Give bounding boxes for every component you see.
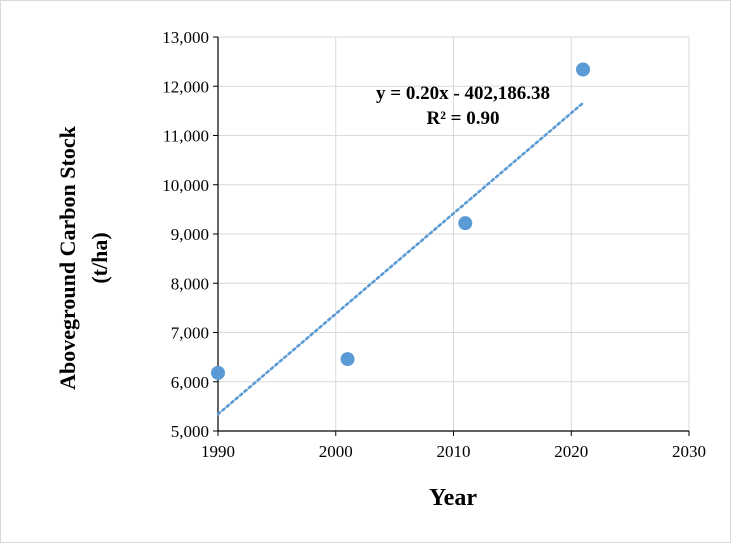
x-tick-label: 2020	[554, 442, 588, 461]
data-points	[211, 62, 591, 380]
x-tick-label: 2010	[437, 442, 471, 461]
y-tick-label: 10,000	[162, 176, 209, 195]
y-tick-label: 7,000	[171, 324, 209, 343]
x-tick-labels: 1990 2000 2010 2020 2030	[201, 442, 706, 461]
y-tick-labels: 5,000 6,000 7,000 8,000 9,000 10,000 11,000 12,…	[162, 28, 209, 441]
x-axis-title: Year	[429, 485, 477, 511]
trendline-group	[216, 101, 585, 416]
data-point	[576, 62, 591, 77]
trendline-r-squared: R² = 0.90	[427, 108, 500, 129]
grid	[213, 36, 690, 436]
x-tick-label: 1990	[201, 442, 235, 461]
y-tick-label: 8,000	[171, 274, 209, 293]
y-axis-title-line-2: (t/ha)	[87, 232, 112, 283]
y-tick-label: 11,000	[163, 127, 209, 146]
trendline	[216, 101, 585, 416]
data-point	[340, 352, 355, 367]
y-axis-title-line-1: Aboveground Carbon Stock	[55, 125, 80, 389]
trendline-equation: y = 0.20x - 402,186.38	[376, 83, 550, 104]
data-point	[211, 365, 225, 380]
y-tick-label: 6,000	[171, 373, 209, 392]
y-tick-label: 5,000	[171, 422, 209, 441]
x-tick-label: 2000	[319, 442, 353, 461]
y-tick-label: 9,000	[171, 225, 209, 244]
data-point	[458, 216, 473, 231]
y-tick-label: 13,000	[162, 28, 209, 47]
x-tick-label: 2030	[672, 442, 706, 461]
y-tick-label: 12,000	[162, 77, 209, 96]
